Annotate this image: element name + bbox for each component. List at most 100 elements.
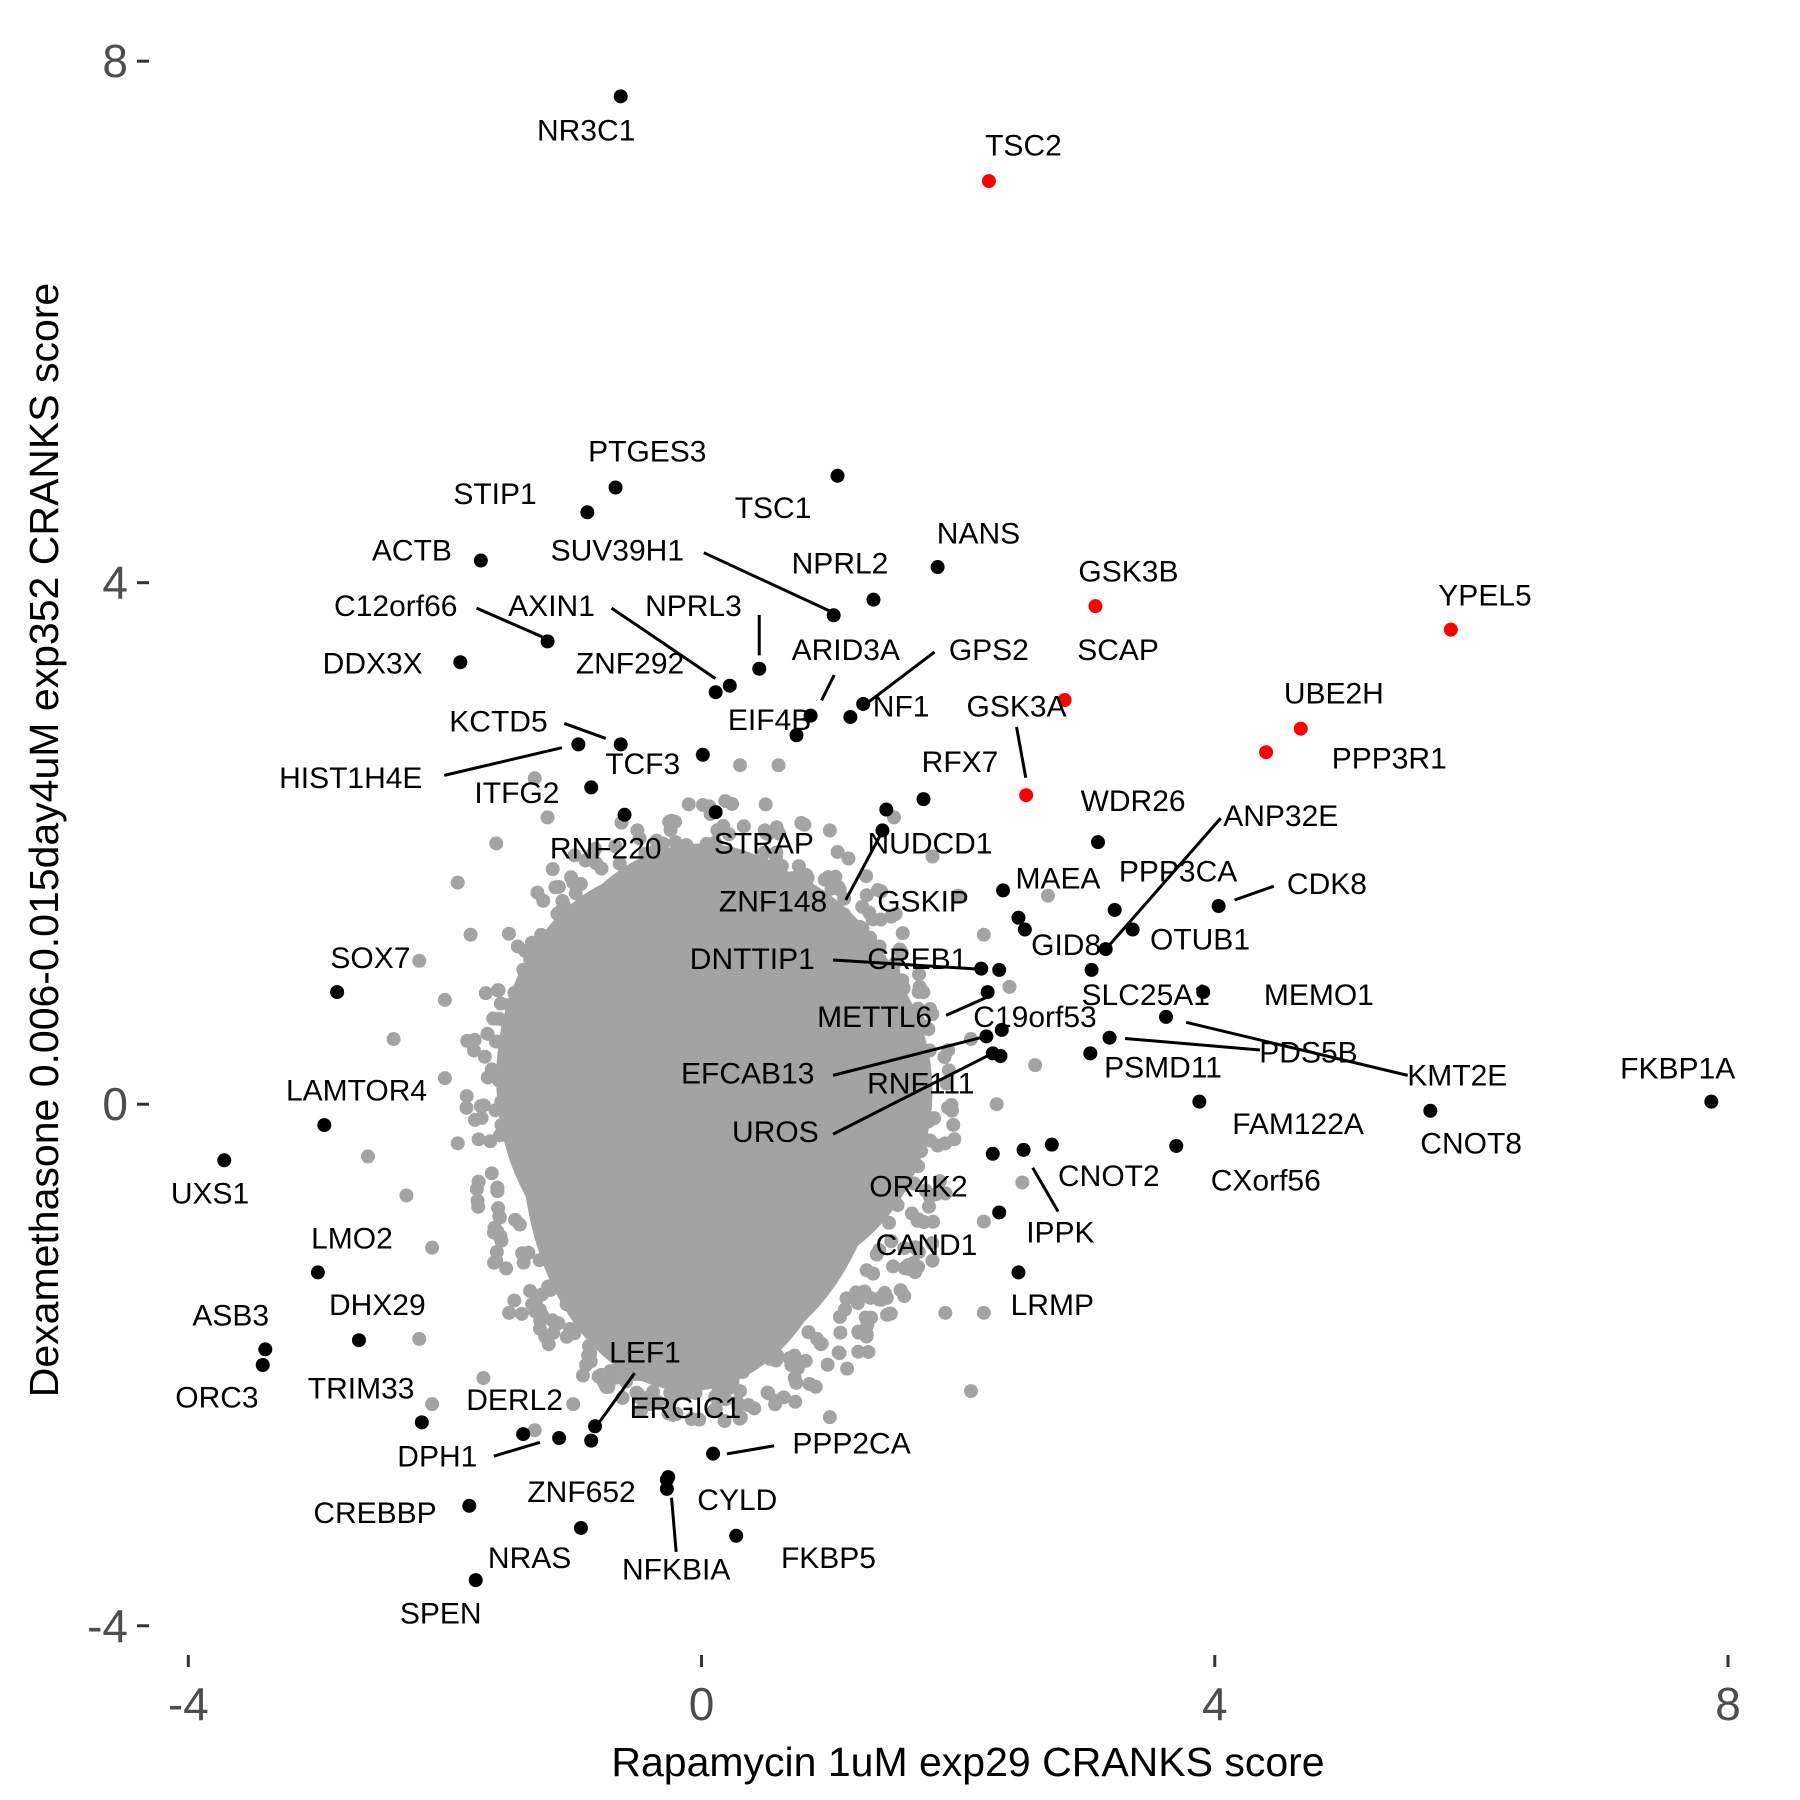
background-point [1002,979,1017,994]
data-point [1057,693,1072,708]
data-point [706,1446,721,1461]
background-point [437,1071,452,1086]
point-label: IPPK [1026,1217,1094,1250]
data-point [729,1528,744,1543]
point-label: WDR26 [1081,785,1186,818]
leader-line [1104,817,1222,951]
background-point [736,819,751,834]
point-label: TSC1 [735,492,812,525]
data-point [1259,745,1274,760]
background-point [894,945,909,960]
background-point [822,1410,837,1425]
background-point [491,983,506,998]
background-point [502,997,517,1012]
background-point [837,1302,852,1317]
background-point [480,1070,495,1085]
point-label: KCTD5 [449,705,547,738]
point-label: ZNF652 [527,1476,635,1509]
background-point [925,849,940,864]
data-point [916,792,931,807]
background-point [732,1411,747,1426]
leader-line [1031,1166,1060,1213]
point-label: LMO2 [311,1222,393,1255]
x-axis-title: Rapamycin 1uM exp29 CRANKS score [611,1739,1324,1785]
background-point [925,1236,940,1251]
point-label: CNOT8 [1420,1128,1522,1161]
background-point [895,926,910,941]
data-point [310,1265,325,1280]
point-label: ORC3 [175,1382,258,1415]
point-label: NUDCD1 [867,828,992,861]
background-point [946,1117,961,1132]
x-tick-label: 8 [1715,1678,1741,1730]
background-point [884,1234,899,1249]
background-point [912,1091,927,1106]
data-point [1159,1009,1174,1024]
background-point [797,817,812,832]
leader-line [862,650,936,708]
point-label: TSC2 [985,130,1062,163]
background-point [1015,1175,1030,1190]
background-point [527,771,542,786]
background-point [715,1390,730,1405]
background-point [488,1103,503,1118]
leader-line [832,1034,987,1077]
data-point [856,696,871,711]
background-point [612,856,627,871]
leader-line [1015,726,1028,778]
background-point [546,1325,561,1340]
background-point [489,1253,504,1268]
point-label: DDX3X [323,648,423,681]
background-point [533,958,548,973]
data-point [317,1118,332,1133]
leader-line [832,958,981,971]
data-point [1102,1030,1117,1045]
background-point [747,1401,762,1416]
data-point [617,807,632,822]
point-label: CNOT2 [1058,1160,1160,1193]
background-point [877,969,892,984]
background-point [912,967,927,982]
background-point [888,999,903,1014]
point-label: SPEN [400,1597,482,1630]
data-point [584,1433,599,1448]
data-point [992,1205,1007,1220]
point-label: GPS2 [949,634,1029,667]
point-label: DNTTIP1 [690,943,815,976]
point-label: NFKBIA [622,1553,730,1586]
background-point [566,1397,581,1412]
background-point [923,1001,938,1016]
data-point [608,480,623,495]
background-point [869,1247,884,1262]
background-point [717,1414,732,1429]
background-point [861,1344,876,1359]
leader-line [595,1372,636,1428]
point-label: DHX29 [329,1289,426,1322]
data-point [879,802,894,817]
background-point [855,921,870,936]
leader-line [844,830,885,901]
axes: -4 0 4 8 -4 0 4 8 [87,35,1741,1730]
background-point [476,1098,491,1113]
background-point [822,823,837,838]
background-point [772,826,787,841]
background-point [540,810,555,825]
y-tick-label: 0 [102,1078,128,1130]
data-point [255,1358,270,1372]
background-point [912,979,927,994]
background-point [785,871,800,886]
leader-line [726,1444,775,1456]
background-point [916,1215,931,1230]
background-point [574,1310,589,1325]
data-point [789,728,804,743]
background-point [851,1344,866,1359]
y-tick-label: -4 [87,1600,128,1652]
background-point [716,819,731,834]
point-label: PSMD11 [1104,1052,1222,1085]
data-point [985,1146,1000,1161]
point-label: AXIN1 [508,590,595,623]
background-point [707,1371,722,1386]
point-label: CDK8 [1287,868,1367,901]
background-point [474,1111,489,1126]
background-point [976,1214,991,1229]
